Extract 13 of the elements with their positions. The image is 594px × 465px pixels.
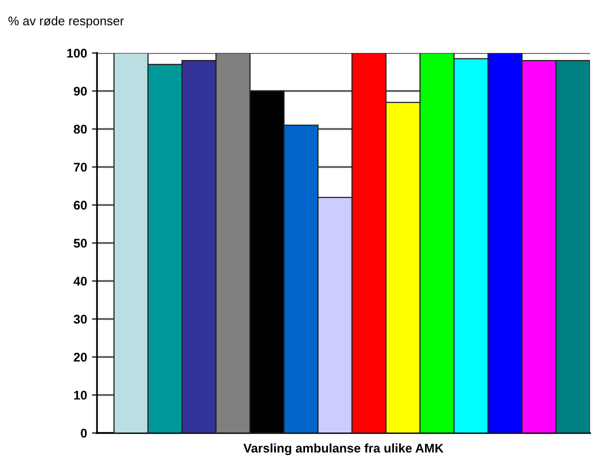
y-tick-label: 60 [74,200,87,210]
y-tick-label: 20 [74,352,87,362]
y-tick-label: 80 [74,124,87,134]
y-tick-label: 40 [74,276,87,286]
y-tick-label: 100 [67,48,87,58]
y-tick-label: 70 [74,162,87,172]
y-tick-label: 10 [74,390,87,400]
y-tick-label: 0 [80,428,87,438]
x-axis-title: Varsling ambulanse fra ulike AMK [243,443,444,456]
y-tick-label: 90 [74,86,87,96]
y-axis-title: % av røde responser [8,16,124,28]
y-tick-label: 50 [74,238,87,248]
y-tick-label: 30 [74,314,87,324]
